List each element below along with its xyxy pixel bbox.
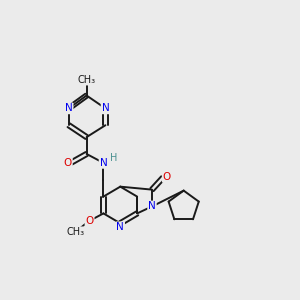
Text: O: O: [85, 216, 94, 226]
Text: N: N: [65, 103, 73, 113]
Text: CH₃: CH₃: [77, 75, 96, 85]
Text: H: H: [110, 153, 117, 163]
Text: O: O: [64, 158, 72, 168]
Text: N: N: [101, 103, 109, 113]
Text: N: N: [100, 158, 107, 168]
Text: O: O: [163, 172, 171, 182]
Text: N: N: [116, 222, 124, 232]
Text: N: N: [148, 202, 156, 212]
Text: CH₃: CH₃: [67, 227, 85, 237]
